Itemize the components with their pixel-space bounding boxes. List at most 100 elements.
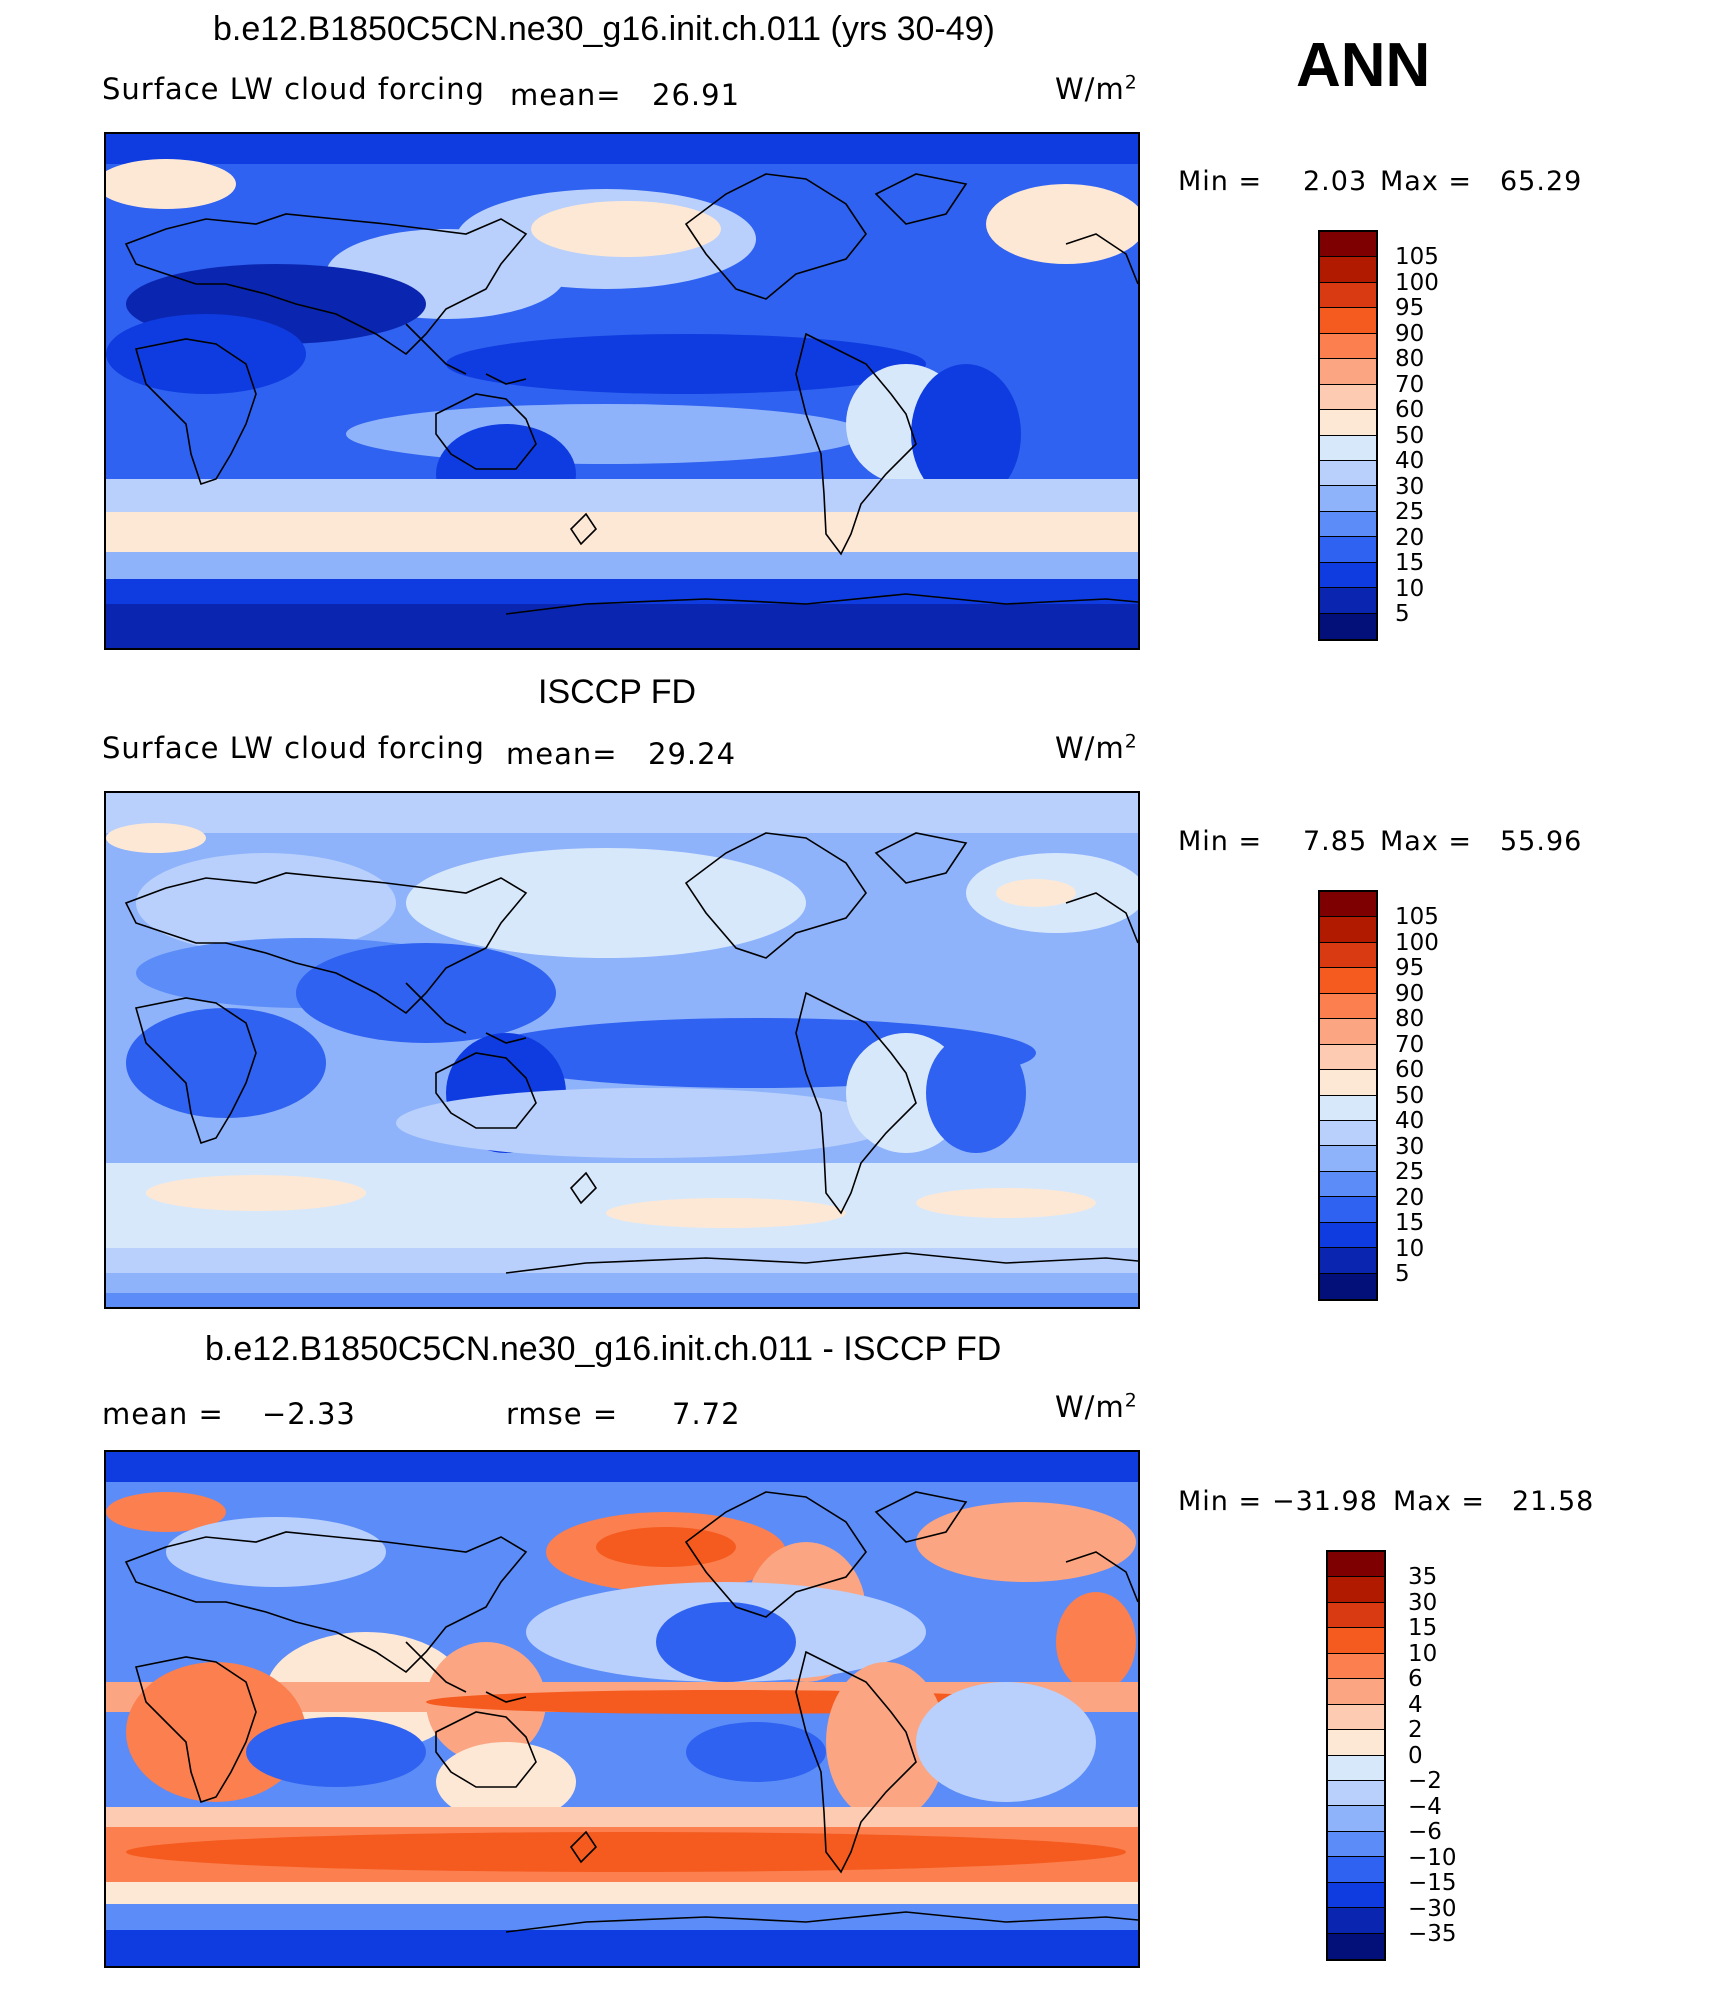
- panel-2-colorbar-labels: 105 100 95 90 80 70 60 50 40 30 25 20 15 10 5: [1395, 904, 1439, 1288]
- colorbar-tick-label: 20: [1395, 524, 1425, 551]
- panel-3-map: [104, 1450, 1140, 1968]
- panel-3-map-field: [106, 1452, 1138, 1966]
- colorbar-segment: [1328, 1730, 1384, 1756]
- colorbar-tick-label: −30: [1408, 1895, 1457, 1922]
- panel-1-min-label: Min =: [1178, 166, 1263, 197]
- colorbar-tick-label: 0: [1408, 1742, 1423, 1769]
- colorbar-tick-label: 80: [1395, 346, 1425, 372]
- colorbar-segment: [1320, 435, 1376, 461]
- colorbar-segment: [1320, 460, 1376, 487]
- colorbar-segment: [1328, 1831, 1384, 1858]
- colorbar-tick-label: 25: [1395, 499, 1425, 525]
- colorbar-segment: [1320, 613, 1376, 639]
- colorbar-tick-label: 40: [1395, 1108, 1425, 1134]
- colorbar-segment: [1320, 1248, 1376, 1274]
- colorbar-tick-label: 5: [1395, 1261, 1410, 1287]
- colorbar-segment: [1328, 1552, 1384, 1578]
- season-tag: ANN: [1296, 31, 1431, 100]
- colorbar-segment: [1320, 410, 1376, 436]
- colorbar-segment: [1320, 257, 1376, 283]
- panel-1-mean-label: mean=: [510, 78, 622, 112]
- colorbar-segment: [1328, 1908, 1384, 1934]
- colorbar-segment: [1320, 1171, 1376, 1198]
- colorbar-tick-label: 10: [1395, 575, 1425, 602]
- panel-2-title: ISCCP FD: [538, 673, 697, 711]
- panel-2-units: W/m2: [1055, 731, 1138, 765]
- panel-1-min-value: 2.03: [1303, 166, 1368, 197]
- colorbar-segment: [1328, 1577, 1384, 1603]
- panel-2-map-field: [106, 793, 1138, 1307]
- colorbar-segment: [1320, 1120, 1376, 1147]
- colorbar-tick-label: 100: [1395, 929, 1439, 956]
- panel-2-max-label: Max =: [1380, 826, 1473, 857]
- colorbar-segment: [1328, 1704, 1384, 1731]
- colorbar-tick-label: 80: [1395, 1006, 1425, 1032]
- colorbar-segment: [1328, 1933, 1384, 1959]
- colorbar-tick-label: 105: [1395, 244, 1439, 270]
- colorbar-tick-label: 10: [1395, 1235, 1425, 1262]
- colorbar-tick-label: 90: [1395, 320, 1425, 347]
- colorbar-tick-label: 4: [1408, 1691, 1423, 1718]
- colorbar-tick-label: 60: [1395, 1057, 1425, 1083]
- colorbar-segment: [1328, 1857, 1384, 1883]
- colorbar-segment: [1320, 1019, 1376, 1045]
- panel-1-colorbar: [1318, 230, 1378, 641]
- colorbar-tick-label: 70: [1395, 1031, 1425, 1058]
- panel-2-colorbar: [1318, 890, 1378, 1301]
- colorbar-segment: [1320, 1222, 1376, 1249]
- colorbar-tick-label: 30: [1395, 1133, 1425, 1160]
- colorbar-segment: [1320, 562, 1376, 589]
- colorbar-segment: [1320, 1044, 1376, 1071]
- panel-1-colorbar-labels: 105 100 95 90 80 70 60 50 40 30 25 20 15 10 5: [1395, 244, 1439, 628]
- panel-3-colorbar: [1326, 1550, 1386, 1961]
- colorbar-segment: [1328, 1628, 1384, 1654]
- colorbar-tick-label: 40: [1395, 448, 1425, 474]
- colorbar-segment: [1320, 308, 1376, 334]
- colorbar-tick-label: 105: [1395, 904, 1439, 930]
- colorbar-segment: [1320, 968, 1376, 994]
- colorbar-tick-label: 2: [1408, 1717, 1423, 1743]
- colorbar-tick-label: 15: [1395, 1210, 1425, 1236]
- panel-2-mean-value: 29.24: [648, 737, 737, 771]
- colorbar-tick-label: 20: [1395, 1184, 1425, 1211]
- colorbar-segment: [1320, 486, 1376, 512]
- panel-3-rmse-label: rmse =: [506, 1397, 619, 1431]
- colorbar-tick-label: −35: [1408, 1921, 1457, 1947]
- colorbar-tick-label: 70: [1395, 371, 1425, 398]
- colorbar-segment: [1320, 1197, 1376, 1223]
- panel-1-map: [104, 132, 1140, 650]
- panel-3-units: W/m2: [1055, 1390, 1138, 1424]
- colorbar-tick-label: 35: [1408, 1564, 1438, 1590]
- colorbar-segment: [1320, 917, 1376, 943]
- panel-2-mean-label: mean=: [506, 737, 618, 771]
- colorbar-tick-label: 30: [1395, 473, 1425, 500]
- colorbar-tick-label: −2: [1408, 1768, 1442, 1794]
- colorbar-segment: [1320, 1146, 1376, 1172]
- colorbar-tick-label: −10: [1408, 1844, 1457, 1871]
- colorbar-segment: [1320, 892, 1376, 918]
- colorbar-tick-label: 5: [1395, 601, 1410, 627]
- colorbar-segment: [1328, 1679, 1384, 1705]
- panel-3-min-label: Min =: [1178, 1486, 1263, 1517]
- panel-3-min-value: −31.98: [1272, 1486, 1378, 1517]
- panel-2-map: [104, 791, 1140, 1309]
- panel-3-max-label: Max =: [1393, 1486, 1486, 1517]
- colorbar-segment: [1328, 1882, 1384, 1909]
- panel-2-min-label: Min =: [1178, 826, 1263, 857]
- panel-1-max-label: Max =: [1380, 166, 1473, 197]
- panel-2-max-value: 55.96: [1500, 826, 1583, 857]
- colorbar-segment: [1320, 993, 1376, 1020]
- colorbar-segment: [1328, 1755, 1384, 1781]
- panel-1-max-value: 65.29: [1500, 166, 1583, 197]
- colorbar-tick-label: 25: [1395, 1159, 1425, 1185]
- colorbar-tick-label: 15: [1395, 550, 1425, 576]
- panel-3-rmse-value: 7.72: [672, 1397, 741, 1431]
- colorbar-segment: [1320, 1095, 1376, 1121]
- panel-1-map-field: [106, 134, 1138, 648]
- colorbar-segment: [1328, 1653, 1384, 1680]
- panel-3-mean-label: mean =: [102, 1397, 224, 1431]
- colorbar-tick-label: 90: [1395, 980, 1425, 1007]
- colorbar-tick-label: −6: [1408, 1819, 1442, 1845]
- panel-1-mean-value: 26.91: [652, 78, 741, 112]
- colorbar-segment: [1328, 1780, 1384, 1807]
